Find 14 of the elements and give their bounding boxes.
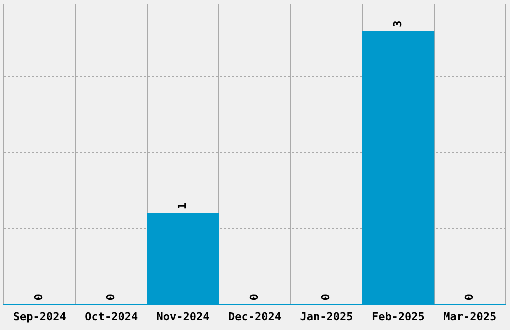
x-tick-label: Jan-2025 (300, 310, 354, 324)
x-tick-label: Sep-2024 (13, 310, 67, 324)
x-tick-label: Dec-2024 (228, 310, 282, 324)
x-tick-label: Nov-2024 (156, 310, 210, 324)
x-tick-label: Oct-2024 (85, 310, 138, 324)
data-label: 0 (320, 294, 333, 301)
x-tick-label: Feb-2025 (372, 310, 425, 324)
data-label: 3 (391, 20, 404, 28)
data-label: 0 (104, 294, 118, 301)
data-label: 0 (248, 294, 261, 301)
x-tick-label: Mar-2025 (444, 310, 497, 324)
data-label: 1 (176, 202, 190, 210)
data-label: 0 (32, 294, 46, 301)
data-label: 0 (463, 294, 476, 301)
